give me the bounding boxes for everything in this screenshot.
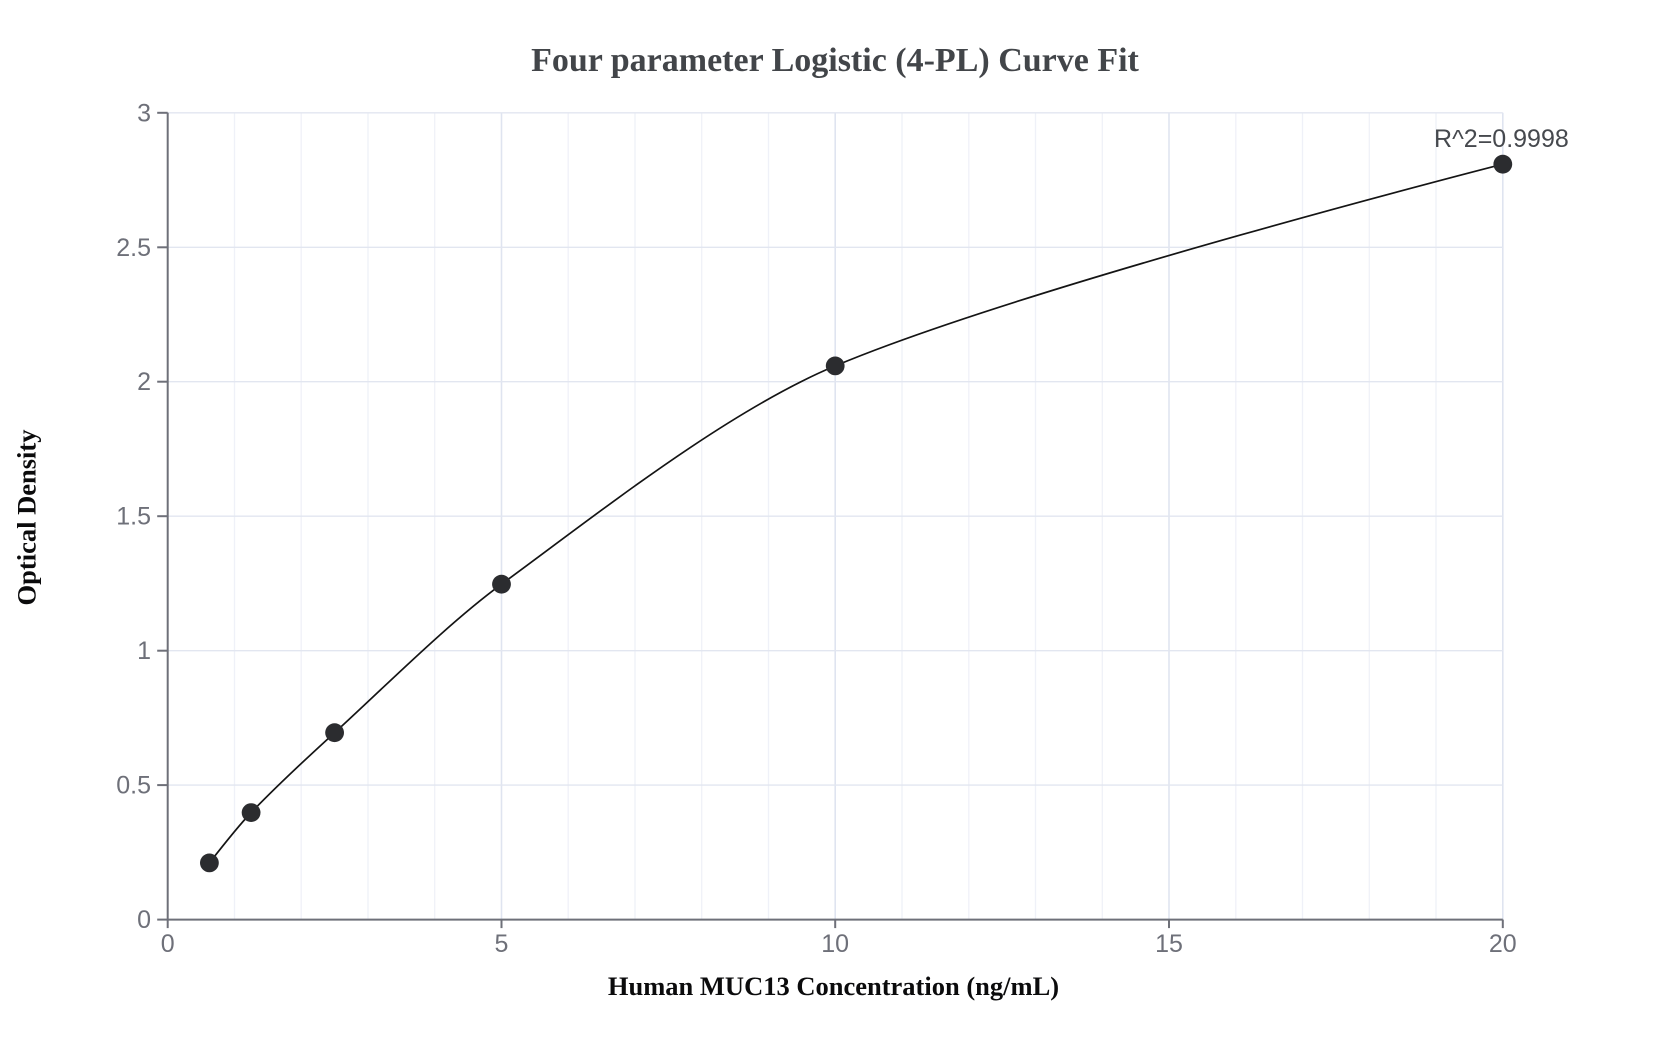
svg-text:R^2=0.9998: R^2=0.9998 — [1434, 125, 1569, 153]
svg-text:Four parameter Logistic (4-PL): Four parameter Logistic (4-PL) Curve Fit — [531, 42, 1139, 79]
svg-text:0: 0 — [161, 930, 175, 958]
svg-text:10: 10 — [821, 930, 849, 958]
svg-text:15: 15 — [1155, 930, 1183, 958]
svg-text:Human MUC13 Concentration (ng/: Human MUC13 Concentration (ng/mL) — [608, 971, 1059, 1001]
svg-text:20: 20 — [1489, 930, 1517, 958]
svg-text:1: 1 — [137, 637, 151, 665]
svg-text:0.5: 0.5 — [116, 772, 151, 800]
svg-text:2: 2 — [137, 368, 151, 396]
svg-text:5: 5 — [495, 930, 509, 958]
svg-text:2.5: 2.5 — [116, 234, 151, 262]
svg-text:1.5: 1.5 — [116, 503, 151, 531]
svg-text:Optical Density: Optical Density — [12, 430, 42, 606]
svg-text:3: 3 — [137, 99, 151, 127]
svg-text:0: 0 — [137, 906, 151, 934]
